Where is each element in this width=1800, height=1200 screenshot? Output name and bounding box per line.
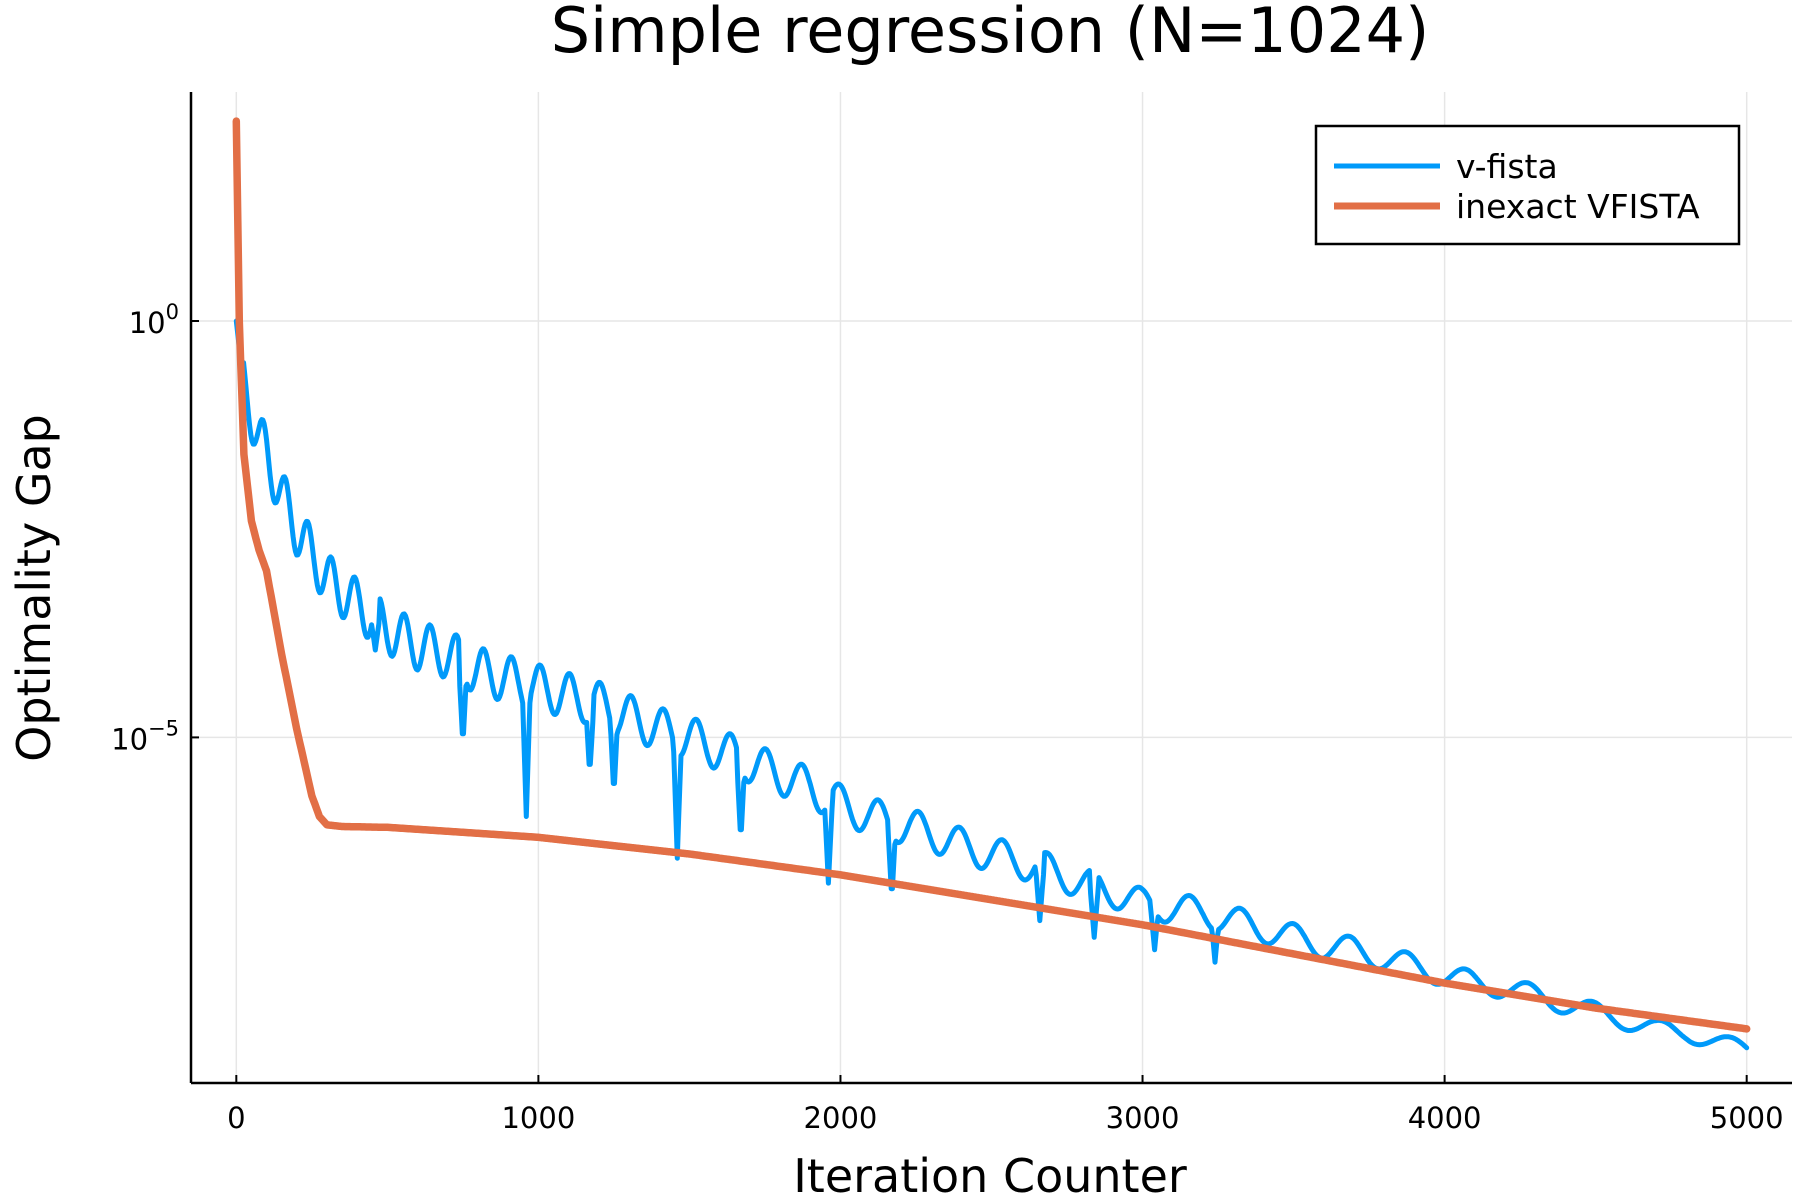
x-tick-label: 0: [227, 1101, 245, 1135]
y-tick-label: 10−5: [111, 716, 179, 756]
x-axis-title: Iteration Counter: [793, 1149, 1187, 1200]
legend-label-v-fista: v-fista: [1456, 147, 1558, 186]
legend: v-fista inexact VFISTA: [1314, 124, 1741, 246]
y-tick-label: 100: [129, 300, 179, 340]
y-tick-base: 10: [129, 306, 166, 340]
x-tick-label: 1000: [501, 1101, 575, 1135]
series-line-v-fista: [233, 318, 1750, 1051]
y-tick-exponent: 0: [166, 300, 179, 324]
x-tick-label: 4000: [1408, 1101, 1482, 1135]
y-tick-base: 10: [111, 722, 148, 756]
chart-title: Simple regression (N=1024): [551, 0, 1430, 67]
x-tick-label: 5000: [1710, 1101, 1784, 1135]
x-axis-ticks: 0 1000 2000 3000 4000 5000: [227, 1075, 1784, 1135]
x-tick-label: 3000: [1106, 1101, 1180, 1135]
y-tick-exponent: −5: [148, 716, 179, 740]
y-axis-title: Optimality Gap: [7, 414, 61, 762]
x-tick-label: 2000: [804, 1101, 878, 1135]
legend-box: [1314, 124, 1741, 246]
legend-label-inexact-vfista: inexact VFISTA: [1456, 187, 1700, 226]
series-lines: [232, 117, 1751, 1051]
series-line-inexact-vfista: [232, 117, 1751, 1033]
